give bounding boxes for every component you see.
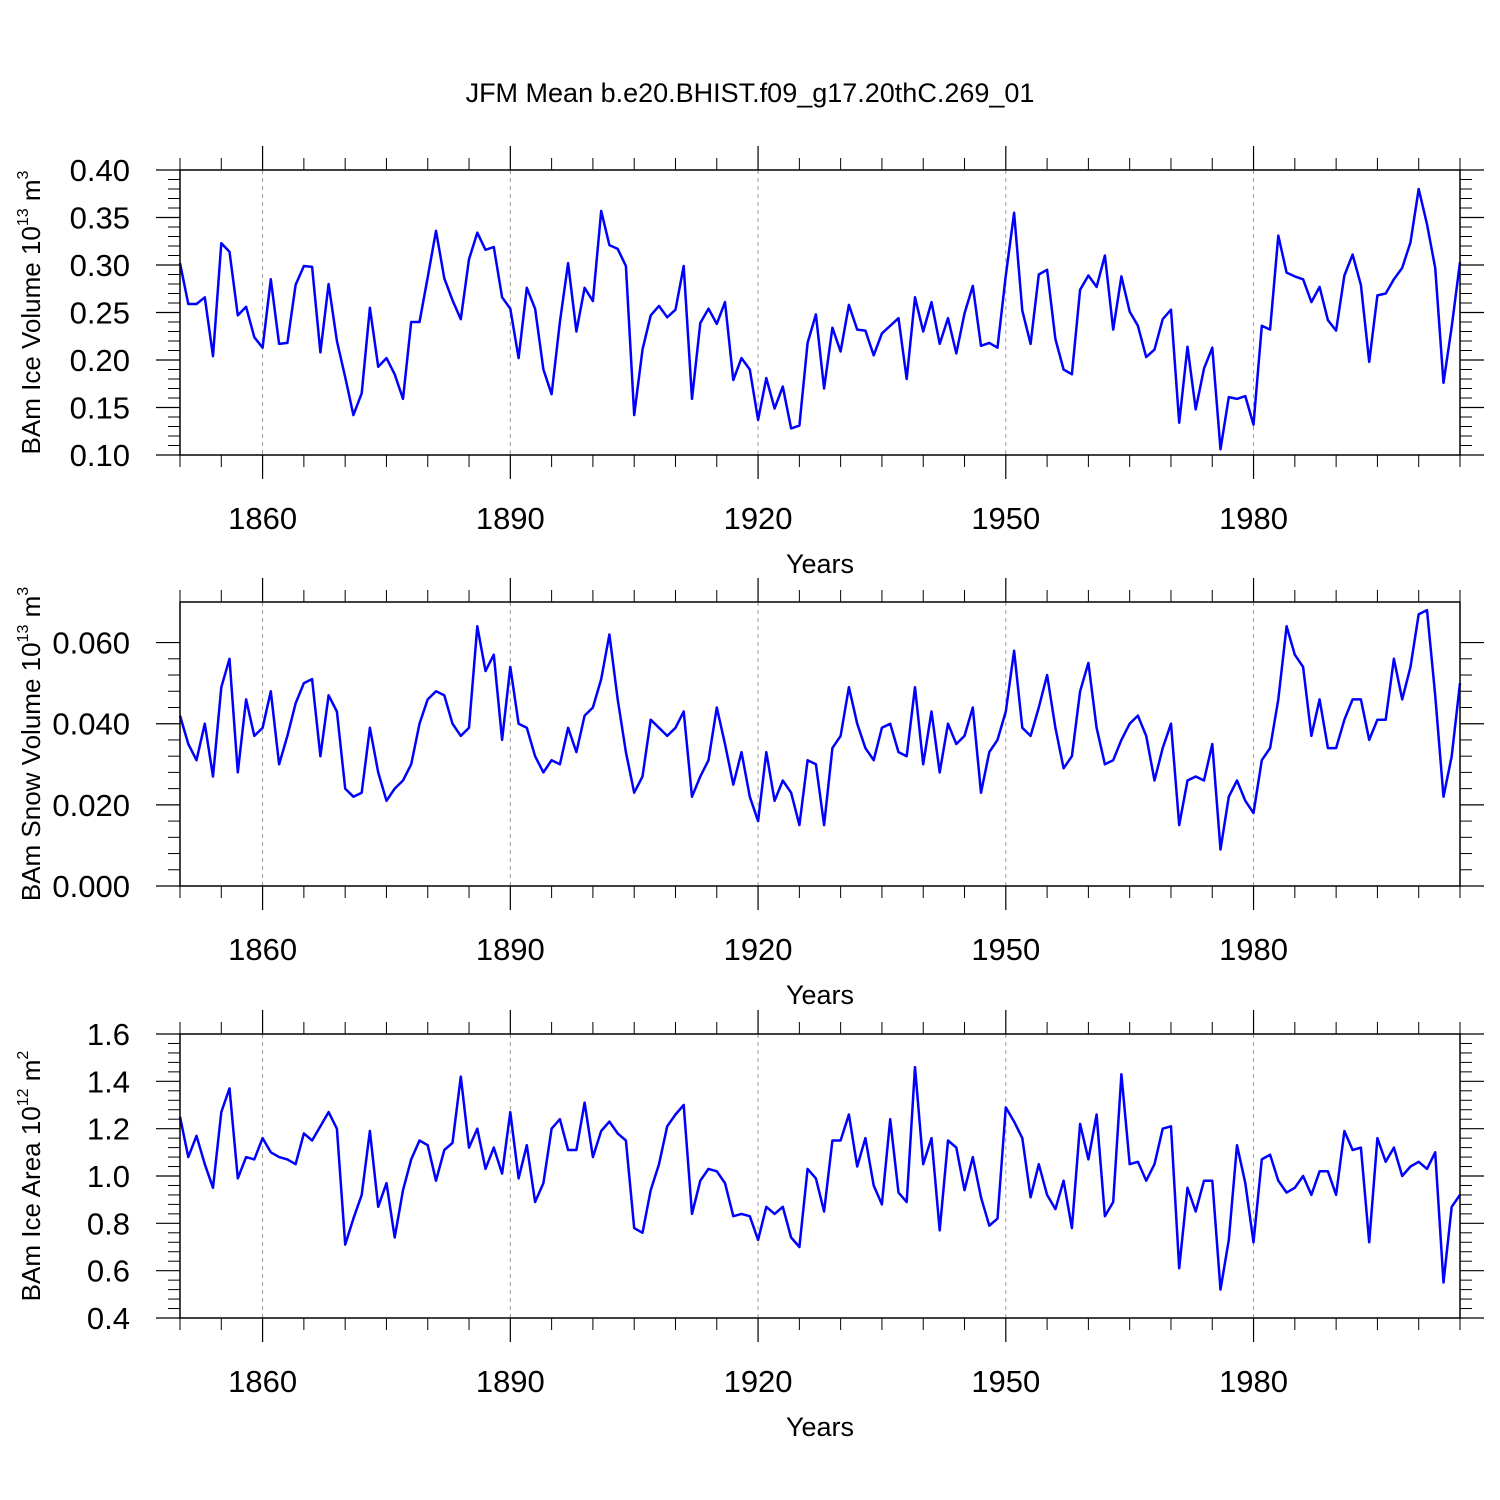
plot-frame xyxy=(179,1033,1461,1319)
x-tick-label: 1890 xyxy=(476,501,545,536)
y-tick-label: 0.10 xyxy=(70,438,130,473)
y-tick-label: 0.6 xyxy=(87,1254,130,1289)
y-tick-label: 0.30 xyxy=(70,248,130,283)
y-tick-label: 1.6 xyxy=(87,1017,130,1052)
y-tick-label: 0.35 xyxy=(70,201,130,236)
y-tick-label: 1.4 xyxy=(87,1064,130,1099)
panel-2: 1860 1890 1920 1950 1980 Years 0.000 0.020 0.040… xyxy=(15,578,1484,1010)
x-axis-label: Years xyxy=(786,1412,854,1442)
y-tick-label: 0.000 xyxy=(52,869,130,904)
x-tick-label: 1980 xyxy=(1219,501,1288,536)
y-tick-label: 0.4 xyxy=(87,1301,130,1336)
y-tick-label: 0.15 xyxy=(70,391,130,426)
x-tick-label: 1860 xyxy=(228,501,297,536)
y-tick-label: 0.020 xyxy=(52,788,130,823)
x-tick-label: 1950 xyxy=(971,1364,1040,1399)
x-tick-label: 1890 xyxy=(476,1364,545,1399)
y-axis-label: BAm Ice Area 1012 m2 xyxy=(15,1051,46,1302)
x-tick-label: 1920 xyxy=(724,1364,793,1399)
y-tick-label: 0.40 xyxy=(70,153,130,188)
x-tick-label: 1950 xyxy=(971,501,1040,536)
x-axis-label: Years xyxy=(786,549,854,579)
y-tick-label: 0.8 xyxy=(87,1206,130,1241)
y-tick-label: 0.040 xyxy=(52,707,130,742)
x-tick-label: 1980 xyxy=(1219,1364,1288,1399)
y-tick-label: 1.0 xyxy=(87,1159,130,1194)
x-tick-label: 1860 xyxy=(228,932,297,967)
panel-1: 1860 1890 1920 1950 1980 Years 0.10 0.15 0.20 0.2… xyxy=(15,146,1484,579)
y-axis-label: BAm Ice Volume 1013 m3 xyxy=(15,170,46,454)
x-tick-label: 1890 xyxy=(476,932,545,967)
series-line xyxy=(178,608,1462,851)
x-tick-label: 1920 xyxy=(724,932,793,967)
x-axis-label: Years xyxy=(786,980,854,1010)
y-axis-label: BAm Snow Volume 1013 m3 xyxy=(15,587,46,901)
y-tick-label: 0.060 xyxy=(52,626,130,661)
x-tick-label: 1980 xyxy=(1219,932,1288,967)
y-tick-label: 0.20 xyxy=(70,343,130,378)
plot-frame xyxy=(179,601,1461,887)
series-line xyxy=(178,1065,1462,1291)
series-line xyxy=(178,187,1462,451)
chart-title: JFM Mean b.e20.BHIST.f09_g17.20thC.269_0… xyxy=(465,78,1035,108)
y-tick-label: 0.25 xyxy=(70,296,130,331)
x-tick-label: 1860 xyxy=(228,1364,297,1399)
plot-frame xyxy=(179,169,1461,456)
panel-3: 1860 1890 1920 1950 1980 Years 0.4 0.6 0.8 1.0 1.2… xyxy=(15,1010,1484,1442)
y-tick-label: 1.2 xyxy=(87,1112,130,1147)
x-tick-label: 1950 xyxy=(971,932,1040,967)
x-tick-label: 1920 xyxy=(724,501,793,536)
